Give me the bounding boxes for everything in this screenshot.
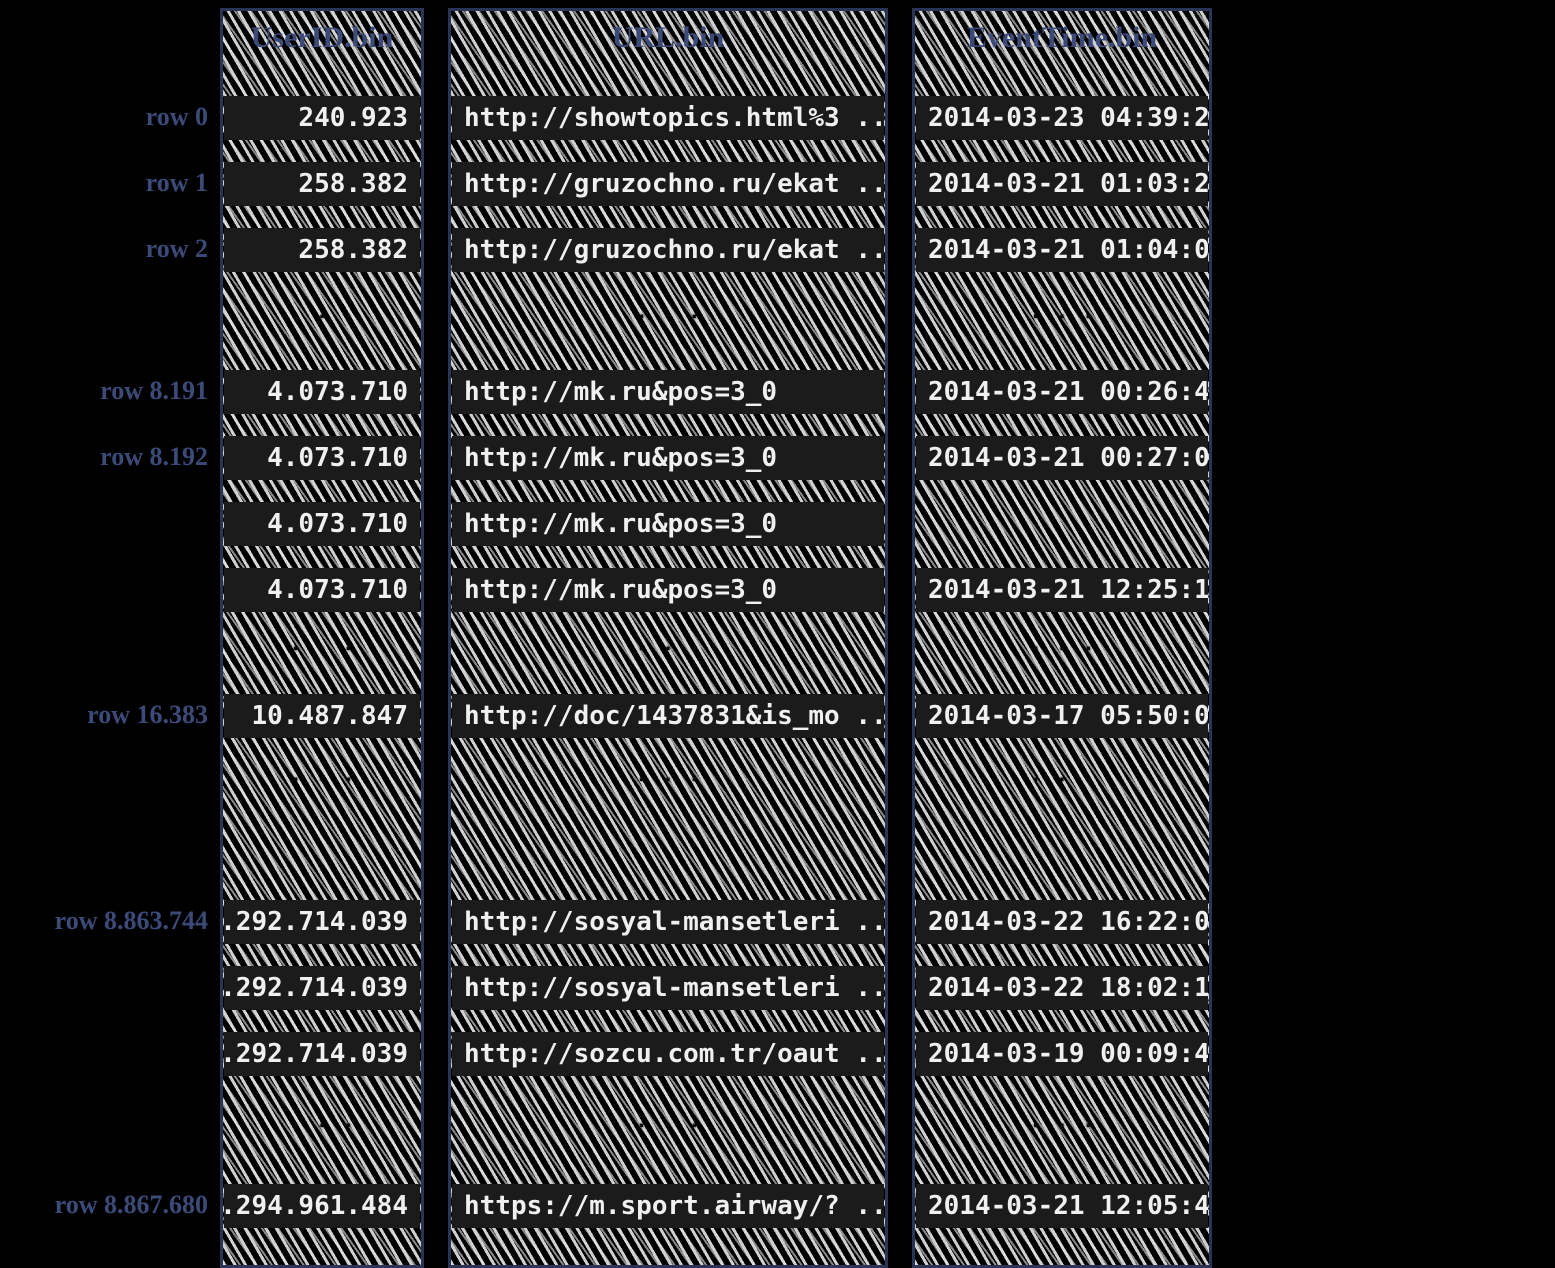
cell-eventtime: 2014-03-21 01:04:08	[916, 228, 1208, 272]
ellipsis-dots: . . .	[220, 300, 424, 325]
ellipsis-dots: . . .	[912, 763, 1212, 788]
cell-url: http://sosyal-mansetleri ...	[452, 966, 884, 1010]
cell-userid: 4.073.710	[224, 502, 420, 546]
cell-url: http://mk.ru&pos=3_0	[452, 502, 884, 546]
cell-url: http://sozcu.com.tr/oaut ...	[452, 1032, 884, 1076]
cell-url: http://gruzochno.ru/ekat ...	[452, 162, 884, 206]
cell-eventtime: 2014-03-19 00:09:42	[916, 1032, 1208, 1076]
cell-url: http://mk.ru&pos=3_0	[452, 370, 884, 414]
cell-url: http://mk.ru&pos=3_0	[452, 568, 884, 612]
row-label: row 8.867.680	[10, 1190, 208, 1220]
ellipsis-dots: . . .	[448, 632, 888, 657]
cell-url: http://doc/1437831&is_mo ...	[452, 694, 884, 738]
cell-userid: 4.294.961.484	[224, 1184, 420, 1228]
cell-userid: 4.073.710	[224, 436, 420, 480]
cell-userid: 4.292.714.039	[224, 966, 420, 1010]
column-header-userid: UserID.bin	[220, 21, 424, 55]
row-label: row 8.191	[10, 376, 208, 406]
cell-eventtime: 2014-03-21 01:03:28	[916, 162, 1208, 206]
ellipsis-dots: . . .	[220, 1109, 424, 1134]
cell-eventtime: 2014-03-21 00:26:41	[916, 370, 1208, 414]
ellipsis-dots: . . .	[448, 300, 888, 325]
cell-url: http://gruzochno.ru/ekat ...	[452, 228, 884, 272]
cell-eventtime: 2014-03-23 04:39:21	[916, 96, 1208, 140]
cell-eventtime: 2014-03-21 00:27:07	[916, 436, 1208, 480]
cell-eventtime: 2014-03-21 12:05:41	[916, 1184, 1208, 1228]
cell-url: http://sosyal-mansetleri ...	[452, 900, 884, 944]
column-header-url: URL.bin	[448, 21, 888, 55]
cell-userid: 4.292.714.039	[224, 1032, 420, 1076]
ellipsis-dots: . . .	[220, 632, 424, 657]
cell-eventtime: 2014-03-17 05:50:01	[916, 694, 1208, 738]
cell-userid: 4.073.710	[224, 370, 420, 414]
cell-url: http://mk.ru&pos=3_0	[452, 436, 884, 480]
cell-eventtime: 2014-03-21 12:25:12	[916, 568, 1208, 612]
ellipsis-dots: . . .	[912, 1109, 1212, 1134]
ellipsis-dots: . . .	[448, 1109, 888, 1134]
row-label: row 16.383	[10, 700, 208, 730]
cell-url: https://m.sport.airway/? ...	[452, 1184, 884, 1228]
ellipsis-dots: . . .	[912, 300, 1212, 325]
cell-userid: 10.487.847	[224, 694, 420, 738]
row-label: row 1	[10, 168, 208, 198]
cell-userid: 258.382	[224, 162, 420, 206]
cell-userid: 4.292.714.039	[224, 900, 420, 944]
cell-userid: 258.382	[224, 228, 420, 272]
cell-url: http://showtopics.html%3 ...	[452, 96, 884, 140]
cell-userid: 240.923	[224, 96, 420, 140]
ellipsis-dots: . . .	[220, 763, 424, 788]
diagram-stage: UserID.bin URL.bin EventTime.bin row 0 240.9…	[0, 0, 1555, 1232]
row-label: row 2	[10, 234, 208, 264]
column-header-eventtime: EventTime.bin	[912, 21, 1212, 55]
cell-eventtime: 2014-03-22 18:02:12	[916, 966, 1208, 1010]
ellipsis-dots: . . .	[912, 632, 1212, 657]
cell-eventtime: 2014-03-22 16:22:00	[916, 900, 1208, 944]
row-label: row 8.863.744	[10, 906, 208, 936]
row-label: row 8.192	[10, 442, 208, 472]
ellipsis-dots: . . .	[448, 763, 888, 788]
cell-userid: 4.073.710	[224, 568, 420, 612]
row-label: row 0	[10, 102, 208, 132]
